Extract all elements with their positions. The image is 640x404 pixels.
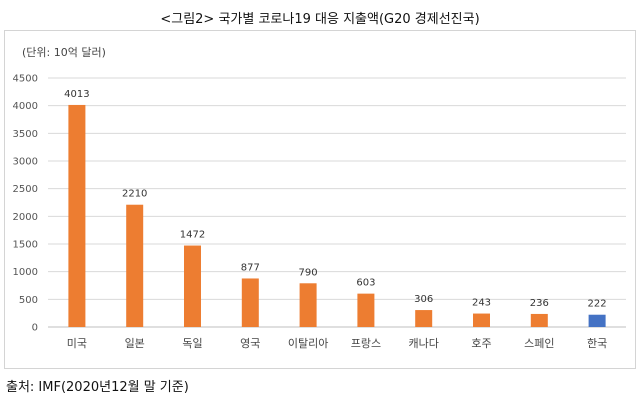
chart-title: <그림2> 국가별 코로나19 대응 지출액(G20 경제선진국) — [160, 12, 480, 27]
y-tick-label: 4500 — [13, 74, 38, 85]
bar-9 — [588, 314, 606, 327]
bar-3 — [241, 278, 259, 327]
bar-0 — [68, 104, 86, 328]
bar-6 — [415, 310, 433, 327]
data-label: 243 — [472, 298, 491, 309]
y-tick-label: 2500 — [13, 184, 38, 195]
data-label: 1472 — [180, 230, 205, 241]
x-category-label: 이탈리아 — [288, 337, 328, 350]
chart-frame — [4, 30, 636, 369]
data-label: 603 — [356, 278, 375, 289]
source-note: 출처: IMF(2020년12월 말 기준) — [6, 380, 189, 395]
bar-1 — [126, 204, 144, 327]
x-category-label: 한국 — [587, 337, 607, 350]
y-tick-label: 2000 — [13, 212, 38, 223]
bar-8 — [530, 313, 548, 327]
data-label: 877 — [241, 262, 260, 273]
y-tick-label: 0 — [32, 323, 38, 334]
x-category-label: 일본 — [125, 336, 145, 350]
y-tick-label: 4000 — [13, 101, 38, 112]
data-label: 306 — [414, 294, 433, 305]
bar-chart: 0 500 1000 1500 2000 2500 3000 3500 4000 4500 4013… — [13, 74, 626, 350]
data-label: 2210 — [122, 189, 147, 200]
data-label: 4013 — [64, 89, 89, 100]
x-category-label: 독일 — [182, 336, 202, 350]
x-category-label: 캐나다 — [409, 337, 439, 350]
bar-5 — [357, 293, 375, 327]
x-category-label: 미국 — [67, 337, 87, 350]
bar-7 — [473, 313, 490, 327]
y-tick-label: 1000 — [13, 267, 38, 278]
y-tick-label: 500 — [19, 295, 38, 306]
data-label: 236 — [530, 298, 549, 309]
data-label: 790 — [299, 267, 318, 278]
data-label: 222 — [588, 299, 607, 310]
x-category-label: 프랑스 — [351, 337, 381, 350]
y-tick-label: 3000 — [13, 157, 38, 168]
x-category-label: 스페인 — [524, 337, 554, 350]
bar-4 — [299, 283, 317, 327]
x-category-label: 영국 — [240, 337, 260, 350]
y-tick-label: 3500 — [13, 129, 38, 140]
y-tick-label: 1500 — [13, 240, 38, 251]
unit-label: (단위: 10억 달러) — [22, 46, 106, 59]
bar-2 — [184, 245, 201, 327]
x-category-label: 호주 — [471, 337, 491, 350]
